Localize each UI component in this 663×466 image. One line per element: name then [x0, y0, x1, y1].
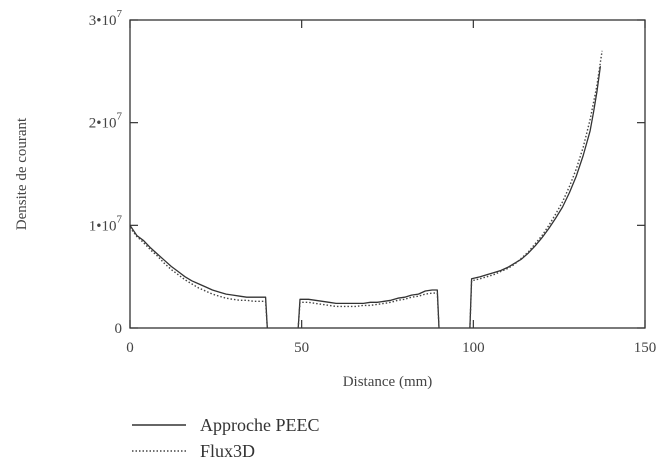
legend: Approche PEEC Flux3D [132, 415, 319, 461]
x-tick-label: 50 [294, 340, 309, 356]
series-line-flux3d [297, 292, 440, 329]
y-tick-mantissa: 1•10 [89, 218, 117, 234]
y-tick-exponent: 7 [117, 213, 123, 225]
x-tick-label: 100 [462, 340, 485, 356]
legend-label-flux3d: Flux3D [200, 441, 255, 461]
series-lines [129, 50, 603, 329]
series-line-approche-peec [129, 224, 268, 329]
legend-label-approche-peec: Approche PEEC [200, 415, 319, 435]
y-axis-title: Densite de courant [14, 117, 30, 230]
series-line-flux3d [469, 50, 603, 329]
y-tick-label: 1•107 [89, 213, 123, 234]
y-tick-mantissa: 2•10 [89, 116, 117, 132]
axis-ticks [129, 19, 646, 329]
x-axis-title: Distance (mm) [343, 374, 433, 390]
series-line-approche-peec [297, 289, 440, 329]
x-tick-label: 150 [634, 340, 657, 356]
y-tick-label: 3•107 [89, 8, 123, 29]
series-line-approche-peec [469, 66, 602, 329]
y-tick-label: 0 [115, 321, 123, 337]
x-tick-label: 0 [126, 340, 134, 356]
x-tick-labels: 0 50 100 150 [126, 340, 656, 356]
y-tick-label: 2•107 [89, 111, 123, 132]
y-tick-exponent: 7 [117, 8, 123, 20]
series-line-flux3d [129, 226, 268, 329]
y-tick-mantissa: 3•10 [89, 13, 117, 29]
y-tick-exponent: 7 [117, 111, 123, 123]
y-tick-mantissa: 0 [115, 321, 123, 337]
plot-frame [129, 19, 646, 329]
